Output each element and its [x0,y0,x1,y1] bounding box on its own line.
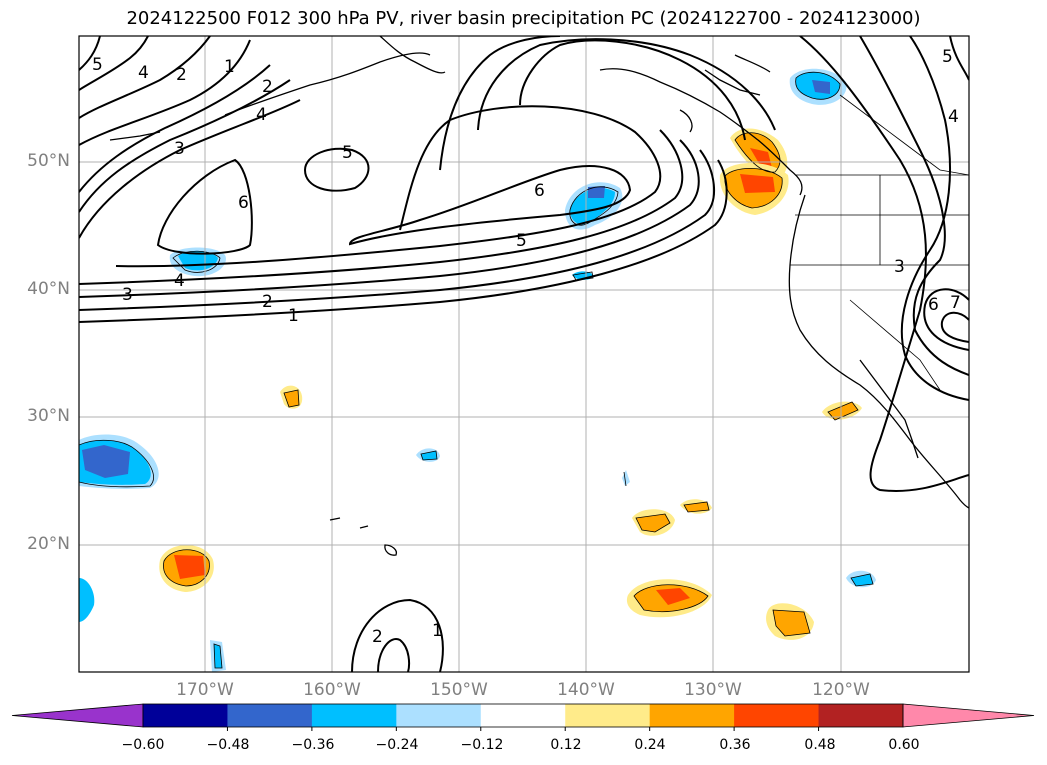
colorbar-tick-label: −0.36 [291,737,335,753]
colorbar-segment [396,704,482,727]
colorbar-tick-label: −0.12 [460,737,504,753]
contour-label: 6 [238,193,249,213]
colorbar-tick-label: 0.36 [719,737,751,753]
colorbar-max-arrow [902,703,1035,728]
precip-shading [79,68,876,672]
contour-label: 4 [138,63,149,83]
contour-label: 6 [928,295,939,315]
contour-label: 3 [174,139,185,159]
contour-label: 1 [288,306,299,326]
colorbar-segment [480,704,566,727]
colorbar-segment [818,704,904,727]
colorbar-tick-label: −0.60 [121,737,165,753]
map-frame [78,35,970,673]
lat-label-40n: 40°N [27,279,70,299]
colorbar-tick-label: 0.60 [888,737,920,753]
colorbar-tick-label: 0.12 [550,737,582,753]
lat-label-30n: 30°N [27,406,70,426]
contour-label: 5 [516,231,527,251]
contour-label: 3 [894,257,905,277]
lon-label-130w: 130°W [684,680,742,700]
borders [790,94,969,391]
colorbar [11,703,1035,731]
colorbar-segment [227,704,313,727]
gridlines [79,36,969,672]
colorbar-tick-label: 0.48 [804,737,836,753]
contour-labels: 5 4 2 1 2 4 3 5 6 6 5 4 3 2 1 2 1 5 4 3 … [92,47,961,647]
lon-label-170w: 170°W [176,680,234,700]
colorbar-segment [649,704,735,727]
contour-label: 3 [122,285,133,305]
colorbar-segment [143,704,228,727]
contour-label: 5 [92,55,103,75]
contour-label: 4 [948,107,959,127]
colorbar-min-arrow [11,703,144,728]
map-title: 2024122500 F012 300 hPa PV, river basin … [126,8,921,29]
contour-label: 2 [176,65,187,85]
lon-label-160w: 160°W [303,680,361,700]
lon-label-120w: 120°W [812,680,870,700]
contour-label: 1 [224,57,235,77]
contour-label: 1 [432,621,443,641]
colorbar-segment [311,704,397,727]
lat-label-50n: 50°N [27,151,70,171]
contour-label: 5 [342,143,353,163]
colorbar-segment [565,704,651,727]
colorbar-tick-label: −0.48 [206,737,250,753]
lon-label-150w: 150°W [430,680,488,700]
coastline [109,36,969,556]
pv-contours [79,36,969,672]
contour-label: 4 [174,271,185,291]
contour-label: 2 [262,292,273,312]
contour-label: 2 [372,627,383,647]
contour-label: 5 [942,47,953,67]
colorbar-segment [734,704,820,727]
contour-label: 2 [262,77,273,97]
anomaly-outlines [79,71,874,669]
colorbar-tick-label: −0.24 [375,737,419,753]
lat-label-20n: 20°N [27,534,70,554]
contour-label: 6 [534,181,545,201]
contour-label: 4 [256,105,267,125]
colorbar-tick-label: 0.24 [634,737,666,753]
map-content: 5 4 2 1 2 4 3 5 6 6 5 4 3 2 1 2 1 5 4 3 … [79,36,969,672]
lon-label-140w: 140°W [557,680,615,700]
colorbar-frame [142,703,904,728]
contour-label: 7 [950,293,961,313]
